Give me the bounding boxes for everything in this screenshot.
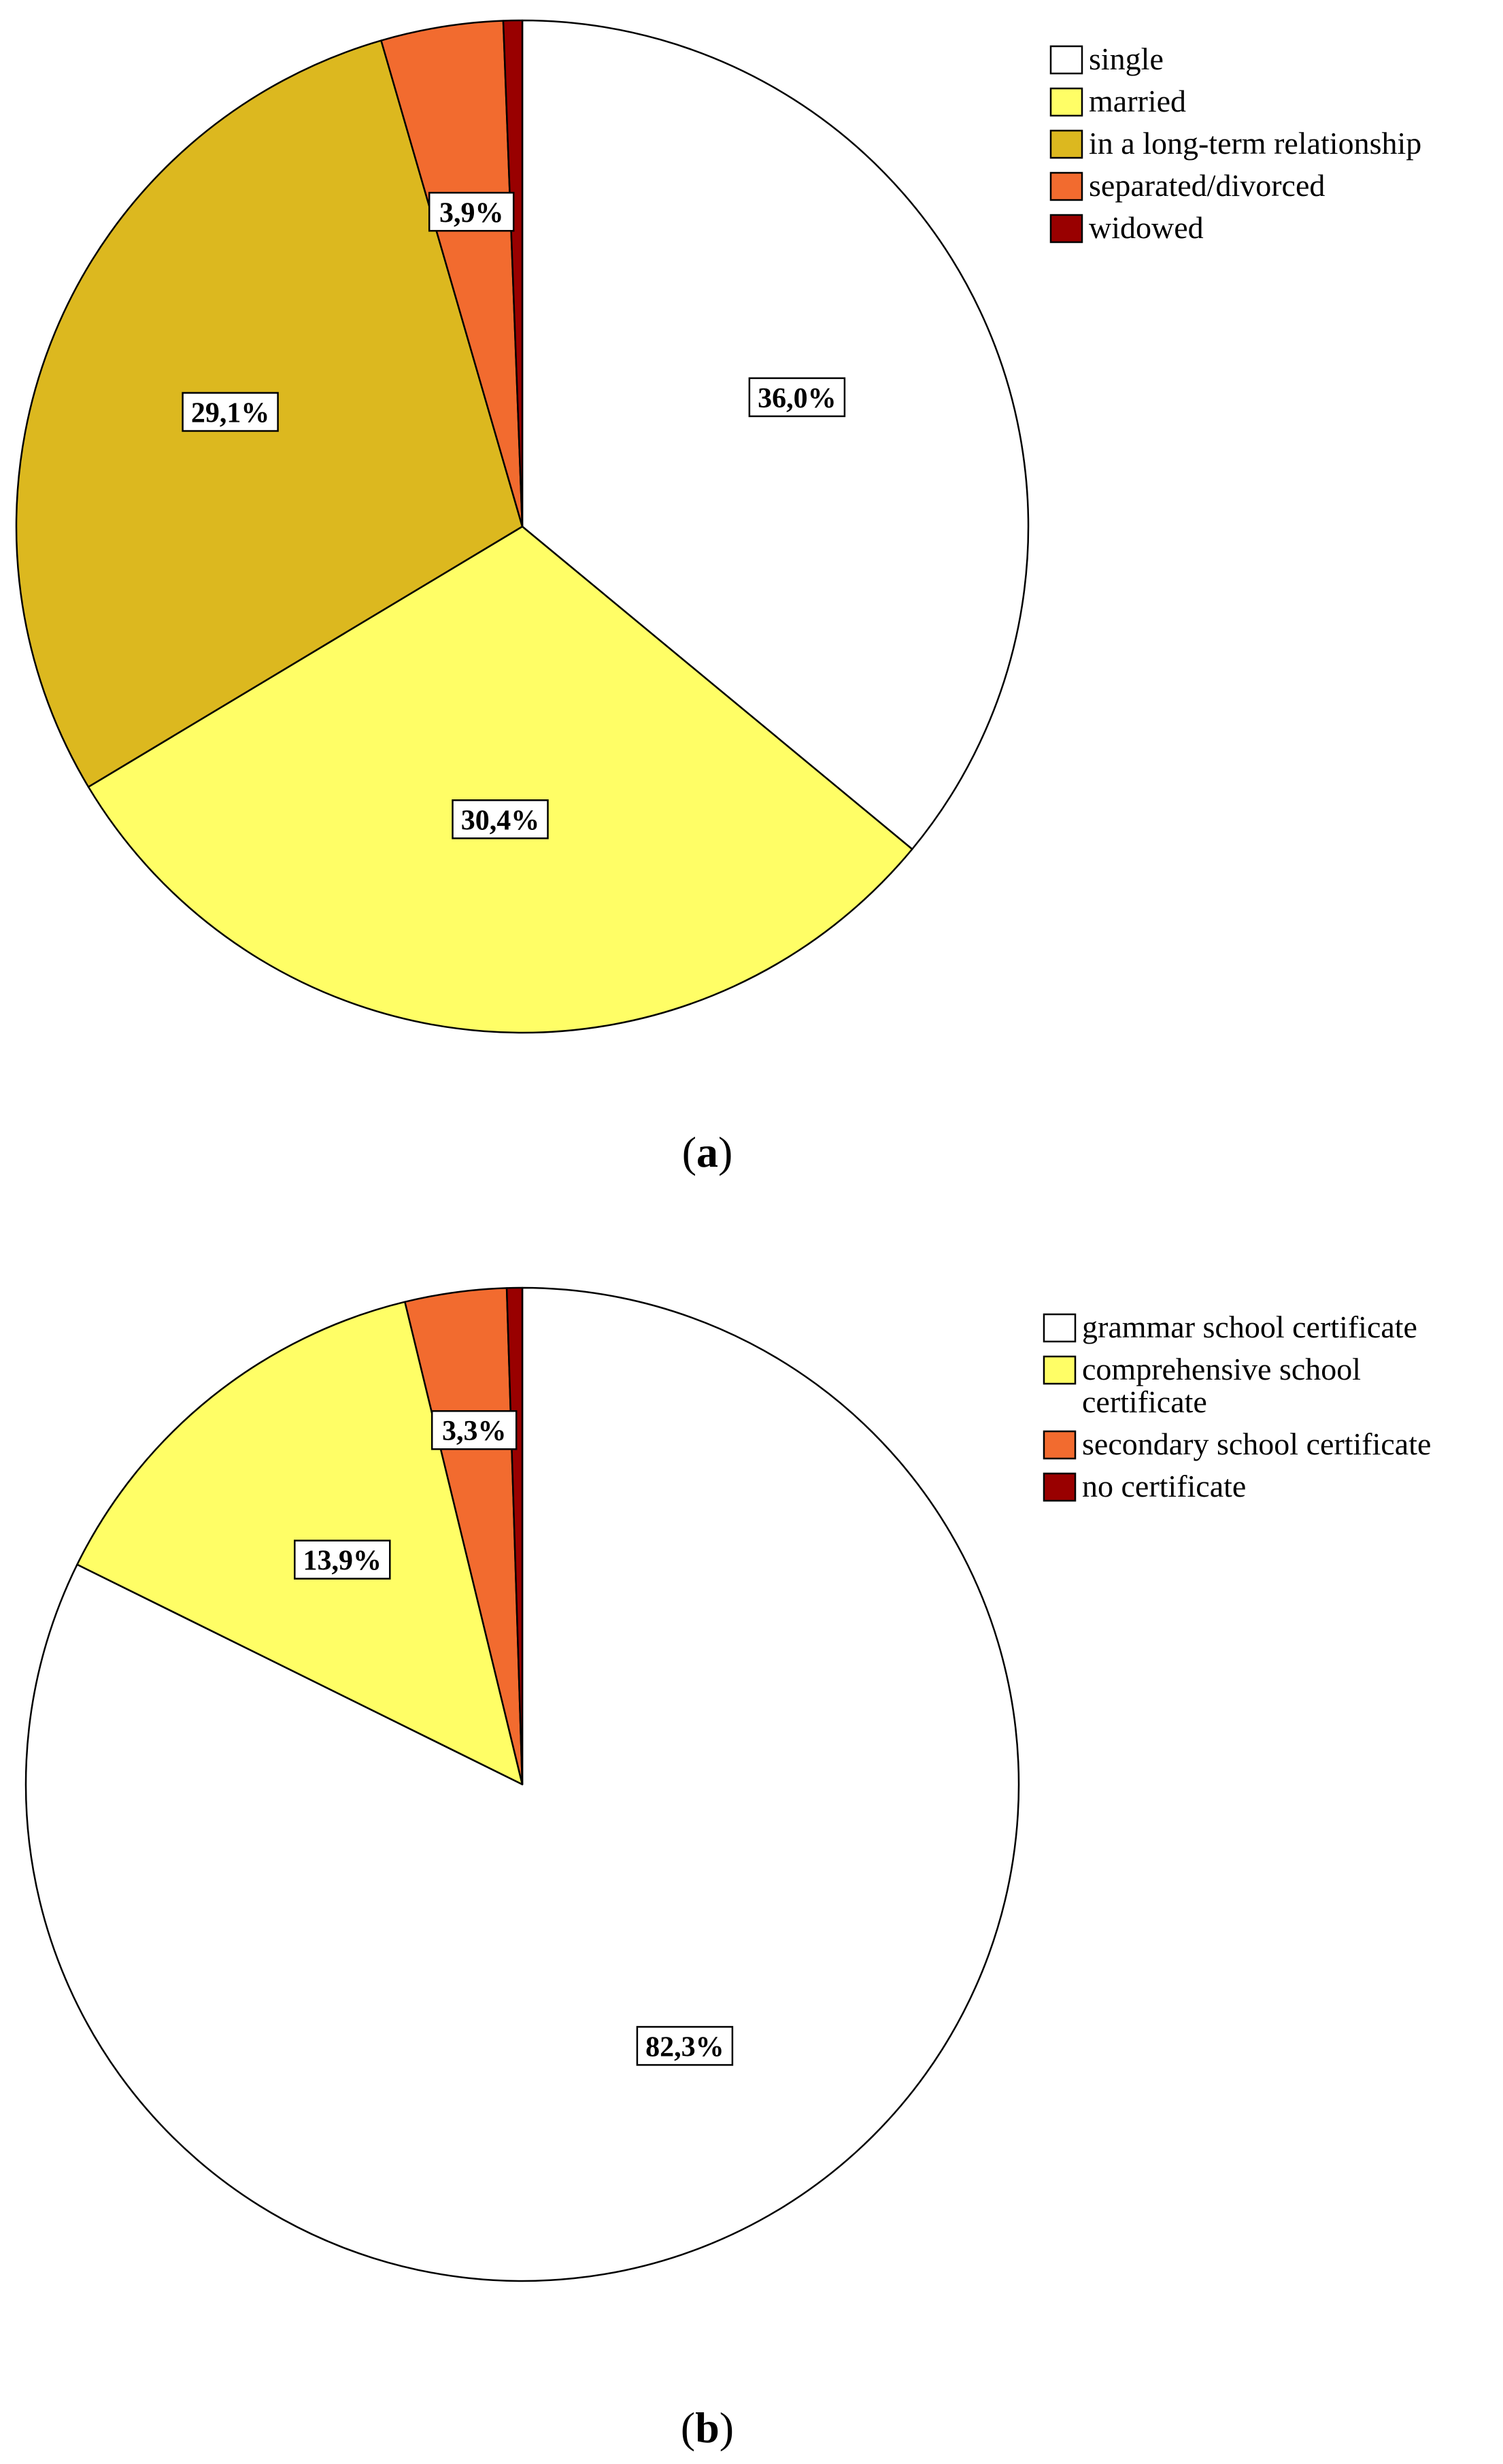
data-label: 29,1% [182,392,279,432]
legend-label: single [1089,41,1164,76]
legend-swatch [1049,129,1083,159]
legend-label: married [1089,84,1186,118]
legend-item: secondary school certificate [1043,1427,1431,1461]
data-label-box [182,392,279,432]
data-label-text: 3,3% [442,1416,507,1447]
data-label-text: 36,0% [758,383,837,414]
data-label: 3,3% [430,1410,518,1450]
legend-label: widowed [1089,210,1204,245]
data-label: 82,3% [636,2026,734,2066]
legend-swatch [1049,45,1083,75]
data-label: 3,9% [428,192,515,232]
legend-a: single married in a long-term relationship… [1049,41,1421,245]
data-label-box [452,799,549,839]
data-label-text: 29,1% [191,398,270,429]
legend-item: single [1049,41,1164,76]
data-label-box [430,1410,518,1450]
legend-item: no certificate [1043,1469,1246,1503]
pie-slice-4 [380,20,524,528]
pie-slice-5 [502,19,524,528]
data-label-text: 30,4% [461,805,540,836]
legend-item: separated/divorced [1049,168,1325,203]
legend-item: comprehensive school certificate [1043,1352,1361,1419]
legend-b: grammar school certificate comprehensive … [1043,1310,1431,1503]
panel-caption: (b) [681,2403,734,2452]
legend-label: separated/divorced [1089,168,1325,203]
legend-label: secondary school certificate [1082,1427,1431,1461]
legend-item: widowed [1049,210,1204,245]
data-label: 30,4% [452,799,549,839]
legend-label: no certificate [1082,1469,1246,1503]
data-label: 36,0% [748,377,846,418]
pie-slice-2 [87,525,913,1034]
legend-swatch [1049,87,1083,117]
data-label-box [294,1539,391,1580]
legend-swatch [1043,1313,1077,1343]
pie-chart-b: 82,3% 13,9% 3,3% [24,1286,1020,2282]
legend-swatch [1043,1430,1077,1460]
data-label-text: 3,9% [439,197,504,229]
legend-swatch [1043,1472,1077,1502]
pie-slice-1 [521,19,1030,850]
data-label-text: 82,3% [645,2031,724,2063]
pie-chart-a: 36,0% 30,4% 29,1% 3,9% [15,19,1030,1034]
legend-item: grammar school certificate [1043,1310,1417,1344]
data-label-box [636,2026,734,2066]
legend-item: married [1049,84,1186,118]
legend-label: comprehensive school certificate [1082,1352,1361,1419]
data-label-box [748,377,846,418]
legend-label: grammar school certificate [1082,1310,1417,1344]
data-label-box [428,192,515,232]
legend-swatch [1049,214,1083,244]
data-label: 13,9% [294,1539,391,1580]
legend-swatch [1049,171,1083,201]
panel-caption: (a) [682,1128,733,1176]
legend-item: in a long-term relationship [1049,126,1421,161]
legend-label: in a long-term relationship [1089,126,1421,161]
legend-swatch [1043,1355,1077,1385]
data-label-text: 13,9% [303,1546,382,1577]
